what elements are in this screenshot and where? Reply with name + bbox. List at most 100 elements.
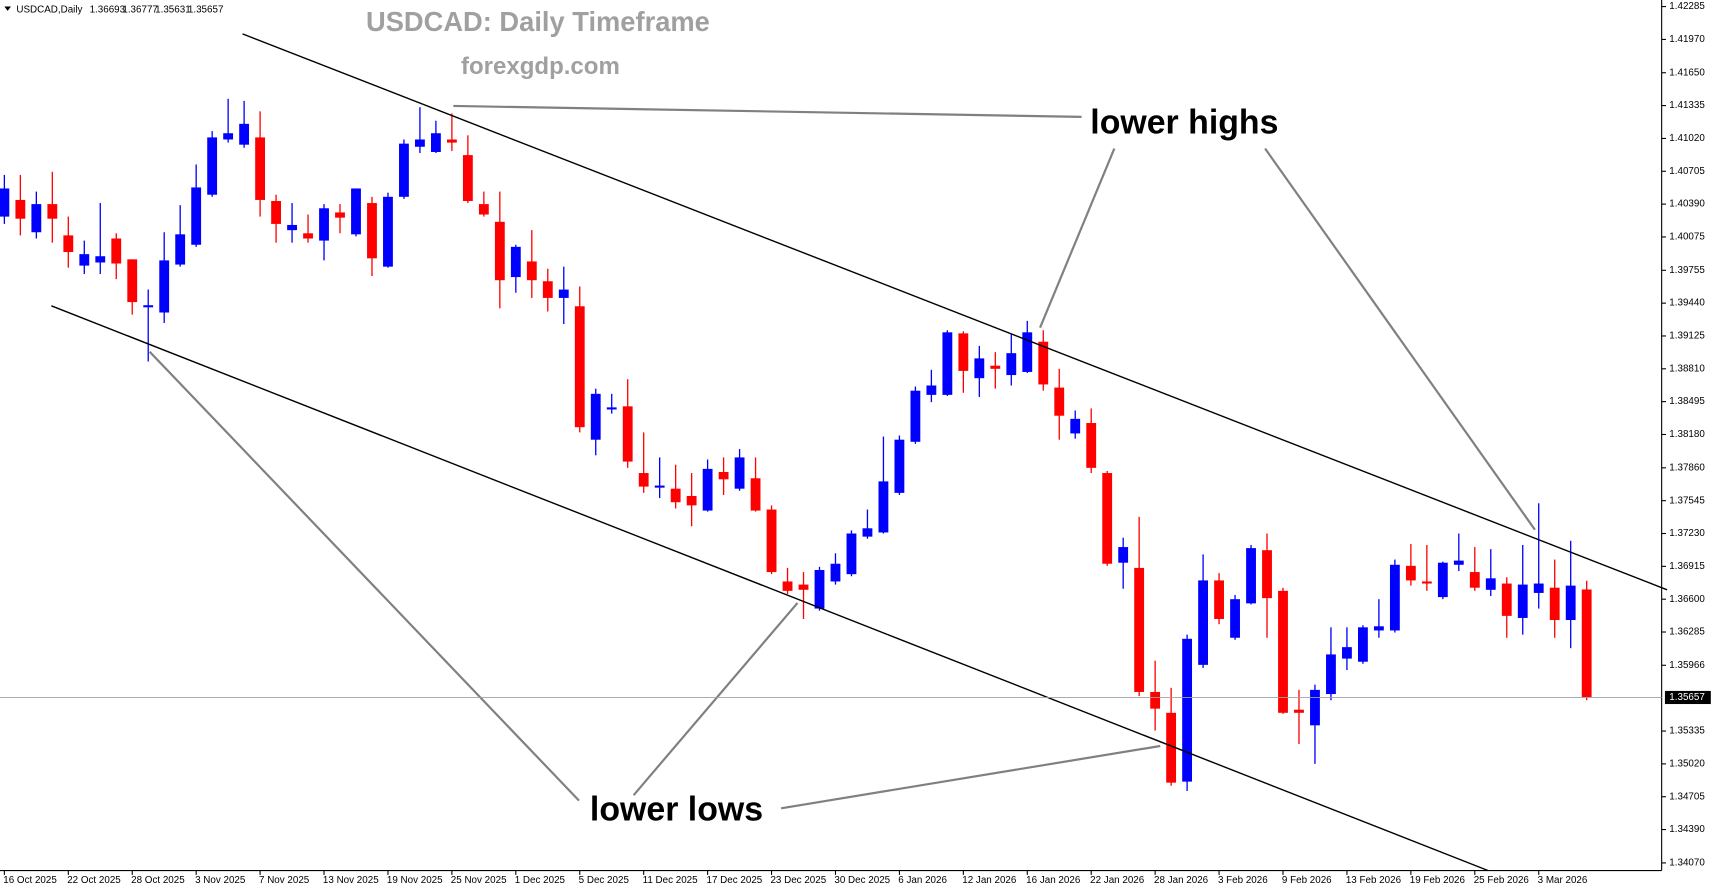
candle-body: [1278, 590, 1288, 713]
candle-body: [1198, 580, 1209, 665]
candle-body: [207, 137, 218, 195]
y-tick-label: 1.36915: [1669, 561, 1705, 572]
candle-body: [1182, 638, 1193, 782]
candle-body: [303, 233, 313, 239]
y-tick-label: 1.40390: [1669, 199, 1705, 210]
x-tick-label: 1 Dec 2025: [515, 875, 566, 886]
y-tick-label: 1.36600: [1669, 594, 1705, 605]
candle-body: [63, 235, 74, 253]
y-tick-label: 1.40705: [1669, 166, 1705, 177]
annotation: lower lows: [590, 790, 763, 828]
y-tick-label: 1.37860: [1669, 462, 1705, 473]
lower-channel-line: [51, 305, 1489, 872]
candle-body: [510, 246, 521, 278]
candle-body: [1086, 423, 1097, 468]
candle-body: [15, 199, 26, 219]
candle-body: [1549, 587, 1560, 621]
y-tick-label: 1.40075: [1669, 232, 1705, 243]
pointer-line: [1264, 147, 1536, 531]
y-tick-label: 1.39125: [1669, 331, 1705, 342]
pointer-line: [1039, 148, 1116, 329]
current-price-box: [1664, 690, 1711, 705]
candle-body: [399, 143, 409, 197]
y-tick-label: 1.38495: [1669, 396, 1705, 407]
candle-body: [862, 528, 873, 537]
candle-body: [814, 569, 825, 609]
annotation: lower highs: [1090, 103, 1278, 141]
candle-body: [670, 488, 681, 503]
y-tick-label: 1.38810: [1669, 363, 1705, 374]
x-tick-label: 9 Feb 2026: [1282, 875, 1332, 886]
candle-body: [1134, 567, 1145, 692]
candle-body: [1262, 550, 1272, 599]
pointer-line: [780, 744, 1161, 810]
chart-title: USDCAD: Daily Timeframe: [366, 6, 710, 37]
candle-body: [1310, 689, 1320, 726]
x-tick-label: 22 Oct 2025: [67, 875, 121, 886]
candle-body: [446, 139, 457, 143]
candle-body: [542, 281, 553, 298]
candle-body: [1214, 580, 1224, 619]
x-tick-label: 25 Nov 2025: [451, 875, 507, 886]
candle-body: [1342, 647, 1352, 659]
candle-body: [1469, 572, 1480, 588]
candle-body: [622, 406, 633, 462]
candle-body: [319, 208, 329, 241]
x-tick-label: 3 Mar 2026: [1538, 875, 1588, 886]
candle-body: [830, 563, 841, 582]
pointer-line: [632, 602, 799, 796]
candle-body: [1373, 626, 1384, 631]
y-tick-label: 1.36285: [1669, 627, 1705, 638]
trend-lines: [51, 33, 1668, 872]
candle-body: [494, 221, 505, 281]
candle-body: [654, 485, 665, 488]
symbol-header: USDCAD,Daily 1.36693 1.36777 1.35631 1.3…: [4, 4, 223, 15]
candle-body: [1437, 562, 1448, 598]
candle-body: [1326, 654, 1336, 695]
candle-body: [1565, 585, 1576, 621]
current-price-label: 1.35657: [1669, 692, 1705, 703]
x-tick-label: 11 Dec 2025: [643, 875, 699, 886]
candle-body: [31, 204, 42, 233]
candle-body: [766, 509, 777, 573]
candle-body: [1421, 581, 1432, 584]
candle-body: [782, 581, 793, 591]
candle-body: [1517, 584, 1528, 618]
candle-body: [367, 203, 377, 259]
candle-body: [958, 333, 969, 371]
candle-body: [910, 390, 921, 442]
candle-body: [1294, 709, 1304, 713]
header-low: 1.35631: [155, 4, 191, 15]
candle-body: [1358, 627, 1368, 662]
candle-body: [1150, 691, 1161, 709]
candle-body: [798, 584, 809, 590]
candle-body: [558, 289, 569, 298]
x-tick-label: 13 Nov 2025: [323, 875, 379, 886]
candle-body: [223, 133, 234, 140]
candle-body: [846, 533, 857, 575]
candle-body: [239, 123, 250, 145]
y-tick-label: 1.39440: [1669, 298, 1705, 309]
candle-body: [1389, 564, 1400, 631]
candle-body: [1022, 332, 1033, 372]
candle-body: [1405, 565, 1416, 581]
x-tick-label: 23 Dec 2025: [770, 875, 826, 886]
upper-channel-line: [242, 33, 1668, 591]
candle-body: [702, 468, 713, 511]
candle-body: [1533, 583, 1544, 593]
candle-body: [1102, 473, 1113, 564]
x-tick-label: 16 Jan 2026: [1026, 875, 1081, 886]
y-tick-label: 1.35335: [1669, 726, 1705, 737]
candle-body: [1038, 341, 1049, 385]
candle-body: [79, 254, 90, 266]
x-tick-label: 25 Feb 2026: [1474, 875, 1530, 886]
y-tick-label: 1.35020: [1669, 758, 1705, 769]
x-tick-label: 3 Feb 2026: [1218, 875, 1268, 886]
symbol: USDCAD,Daily: [16, 4, 82, 15]
candles: [0, 98, 1592, 791]
x-tick-label: 17 Dec 2025: [707, 875, 763, 886]
y-tick-label: 1.34705: [1669, 791, 1705, 802]
